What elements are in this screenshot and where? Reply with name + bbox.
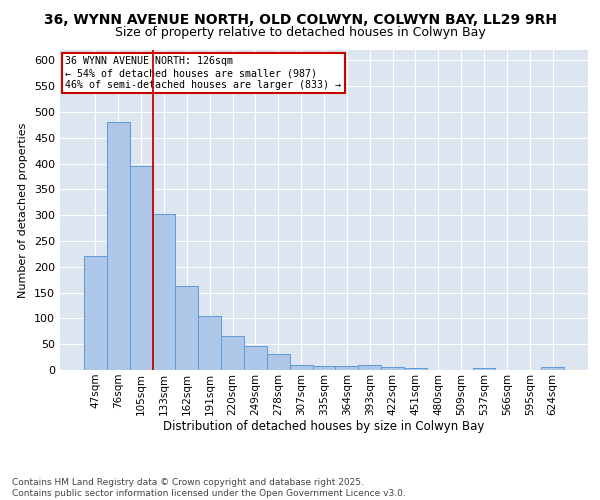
Text: 36, WYNN AVENUE NORTH, OLD COLWYN, COLWYN BAY, LL29 9RH: 36, WYNN AVENUE NORTH, OLD COLWYN, COLWY… <box>44 12 557 26</box>
Bar <box>290 365 313 370</box>
Bar <box>473 368 496 370</box>
Bar <box>198 316 221 370</box>
Bar <box>335 366 358 370</box>
Bar <box>267 354 290 370</box>
Bar <box>404 368 427 370</box>
Bar <box>175 286 198 370</box>
Bar <box>244 346 267 370</box>
Text: 36 WYNN AVENUE NORTH: 126sqm
← 54% of detached houses are smaller (987)
46% of s: 36 WYNN AVENUE NORTH: 126sqm ← 54% of de… <box>65 56 341 90</box>
Bar <box>358 365 381 370</box>
Text: Contains HM Land Registry data © Crown copyright and database right 2025.
Contai: Contains HM Land Registry data © Crown c… <box>12 478 406 498</box>
Bar <box>221 336 244 370</box>
Bar <box>84 256 107 370</box>
Bar <box>107 122 130 370</box>
X-axis label: Distribution of detached houses by size in Colwyn Bay: Distribution of detached houses by size … <box>163 420 485 434</box>
Bar <box>541 368 564 370</box>
Text: Size of property relative to detached houses in Colwyn Bay: Size of property relative to detached ho… <box>115 26 485 39</box>
Bar <box>152 214 175 370</box>
Y-axis label: Number of detached properties: Number of detached properties <box>19 122 28 298</box>
Bar <box>381 368 404 370</box>
Bar <box>130 166 152 370</box>
Bar <box>313 366 335 370</box>
